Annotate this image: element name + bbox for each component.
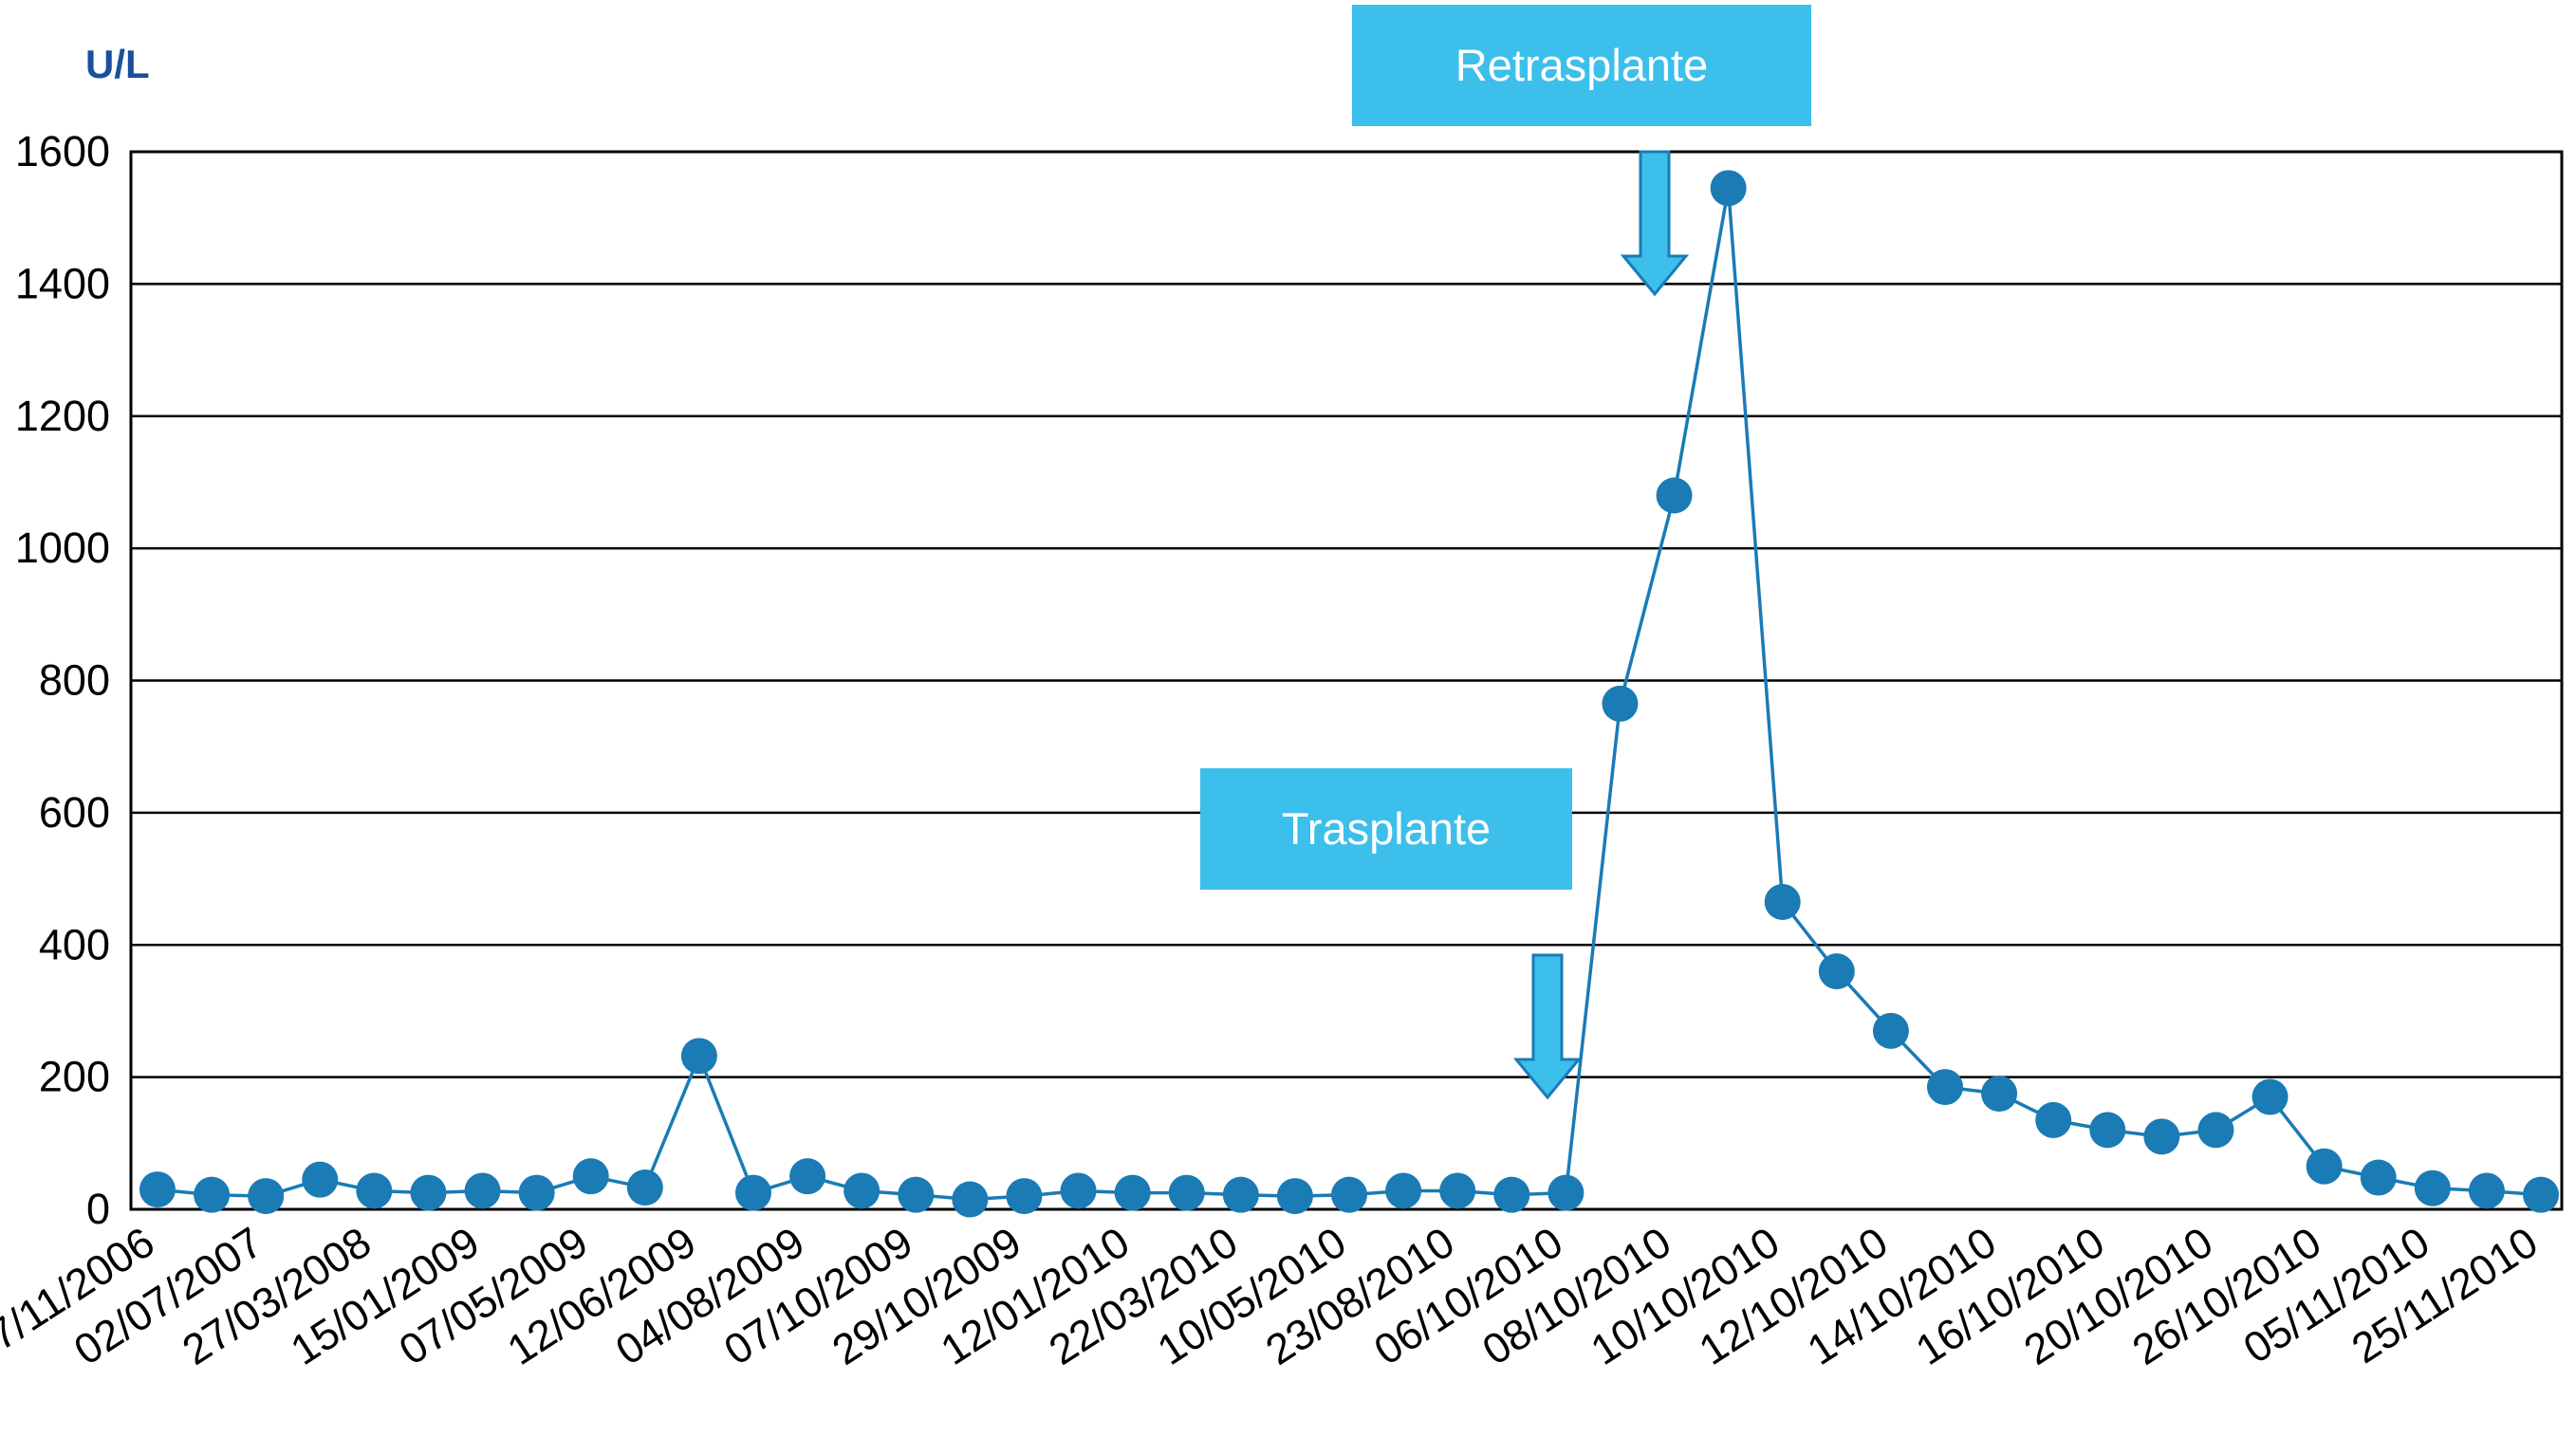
y-axis-ticks: 0 200 400 600 800 1000 1200 1400 1600 — [15, 127, 110, 1233]
annotation-retrasplante-box — [1352, 5, 1811, 126]
data-point — [2468, 1172, 2505, 1209]
data-point — [2523, 1176, 2559, 1213]
y-tick-label: 1000 — [15, 524, 110, 572]
y-tick-label: 0 — [86, 1185, 110, 1233]
series-line-group — [139, 170, 2559, 1218]
data-point — [1439, 1172, 1476, 1209]
data-point — [1602, 685, 1639, 722]
data-point — [248, 1178, 285, 1215]
y-tick-label: 200 — [39, 1053, 110, 1101]
data-point — [1764, 883, 1801, 920]
data-point — [680, 1038, 717, 1075]
data-point — [139, 1171, 176, 1208]
data-point — [2414, 1169, 2451, 1206]
arrow-down-icon — [1512, 953, 1583, 1100]
data-point — [1168, 1174, 1205, 1211]
data-point — [410, 1174, 447, 1211]
data-point — [1060, 1172, 1097, 1209]
data-point — [572, 1158, 609, 1195]
data-point — [356, 1172, 393, 1209]
annotation-trasplante-label: Trasplante — [1282, 803, 1491, 854]
data-point — [952, 1181, 989, 1218]
data-point — [1818, 953, 1855, 990]
data-point — [1872, 1012, 1909, 1049]
y-tick-label: 600 — [39, 788, 110, 837]
data-point — [194, 1176, 231, 1213]
data-point — [2089, 1112, 2126, 1149]
data-point — [1276, 1178, 1313, 1215]
data-point — [1006, 1178, 1043, 1215]
data-point — [626, 1169, 663, 1206]
y-tick-label: 800 — [39, 656, 110, 705]
data-point — [2360, 1159, 2397, 1196]
data-point — [1114, 1174, 1151, 1211]
data-point — [789, 1158, 826, 1195]
data-point — [518, 1174, 555, 1211]
y-tick-label: 1200 — [15, 392, 110, 440]
data-point — [1385, 1172, 1422, 1209]
data-point — [1493, 1176, 1530, 1213]
data-point — [843, 1172, 880, 1209]
annotation-trasplante-box — [1200, 768, 1572, 890]
data-point — [1222, 1176, 1259, 1213]
data-point — [2143, 1118, 2180, 1155]
data-point — [2035, 1101, 2072, 1138]
data-point — [1927, 1069, 1963, 1106]
data-point — [2252, 1078, 2289, 1115]
y-tick-label: 1600 — [15, 127, 110, 175]
data-point — [735, 1174, 771, 1211]
y-axis-unit-label: U/L — [85, 42, 150, 86]
annotations: Retrasplante Trasplante — [1200, 5, 1811, 1100]
data-point — [2197, 1112, 2234, 1149]
data-point — [898, 1176, 935, 1213]
data-point — [1710, 170, 1747, 207]
data-point — [1656, 477, 1693, 514]
arrow-down-icon — [1620, 150, 1690, 297]
y-tick-label: 1400 — [15, 259, 110, 307]
data-point — [1331, 1176, 1367, 1213]
data-point — [1547, 1174, 1585, 1211]
y-tick-label: 400 — [39, 920, 110, 968]
annotation-retrasplante-label: Retrasplante — [1455, 40, 1709, 90]
annotation-trasplante: Trasplante — [1200, 768, 1583, 1100]
data-point — [302, 1161, 339, 1198]
data-point — [1981, 1076, 2018, 1113]
annotation-retrasplante: Retrasplante — [1352, 5, 1811, 297]
data-point — [2306, 1148, 2343, 1185]
data-point — [464, 1172, 501, 1209]
